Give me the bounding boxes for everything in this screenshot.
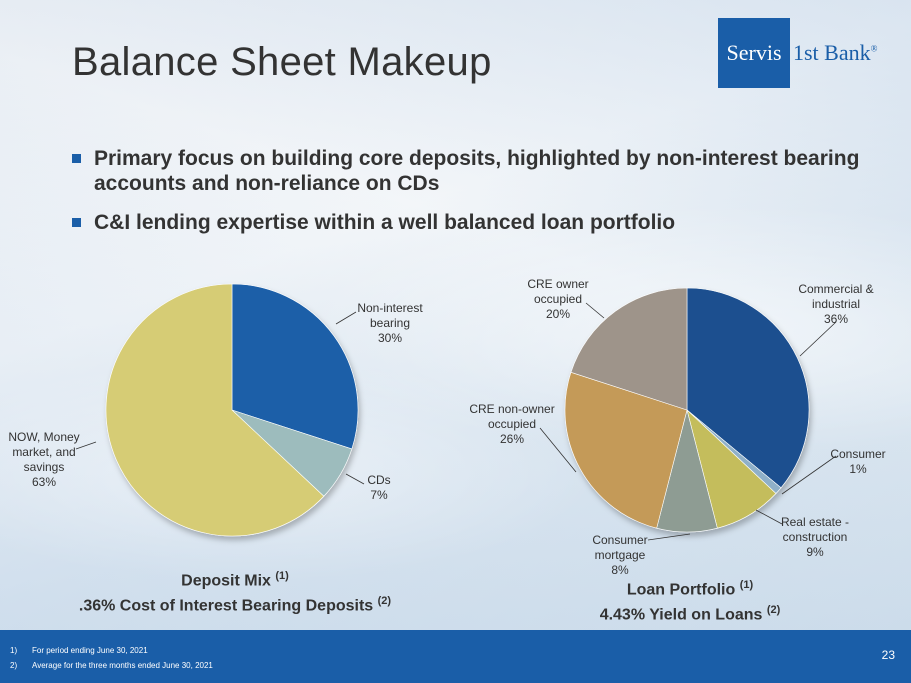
bullet-list: Primary focus on building core deposits,…	[72, 146, 862, 249]
logo-registered-mark: ®	[870, 43, 878, 54]
logo-box-text: Servis	[718, 18, 790, 88]
leader-line	[539, 427, 577, 473]
company-logo: Servis 1st Bank®	[718, 18, 890, 88]
slice-label-line: Non-interest	[357, 301, 423, 315]
slice-label: Consumer mortgage 8%	[592, 533, 647, 577]
loan-caption-title: Loan Portfolio	[626, 581, 736, 599]
logo-rest-text: 1st Bank	[793, 40, 871, 65]
slice-percent: 9%	[806, 545, 824, 559]
slice-label: Real estate -construction 9%	[781, 515, 849, 559]
pie-slice	[231, 283, 359, 450]
pie-slice	[564, 371, 688, 529]
slice-label-line: Commercial &	[798, 282, 873, 296]
footnote-ref: (1)	[739, 579, 754, 591]
loan-portfolio-caption: Loan Portfolio (1) 4.43% Yield on Loans …	[560, 575, 820, 626]
slice-percent: 7%	[370, 488, 388, 502]
slice-label-line: industrial	[812, 297, 860, 311]
footer-bar: 1) For period ending June 30, 2021 2) Av…	[0, 630, 911, 683]
pie-slice	[686, 287, 810, 489]
slice-label-line: CDs	[367, 473, 390, 487]
footnote-ref: (1)	[275, 570, 289, 582]
bullet-text: Primary focus on building core deposits,…	[94, 147, 860, 195]
leader-line	[335, 311, 357, 325]
slice-label: Consumer 1%	[830, 447, 885, 476]
slice-label: CRE owner occupied 20%	[527, 277, 588, 321]
slice-label-line: market, and	[12, 445, 75, 459]
slice-percent: 26%	[500, 432, 524, 446]
slice-label-line: Real estate -	[781, 515, 849, 529]
leader-line	[647, 533, 691, 541]
pie-slice	[105, 283, 325, 537]
slice-percent: 1%	[849, 462, 867, 476]
leader-line	[345, 473, 365, 485]
slice-label-line: mortgage	[595, 548, 646, 562]
footnote-number: 2)	[10, 661, 18, 670]
pie-slice	[570, 287, 688, 411]
slice-percent: 63%	[32, 475, 56, 489]
slice-label: CDs 7%	[367, 473, 390, 502]
bullet-item: Primary focus on building core deposits,…	[72, 146, 862, 196]
loan-caption-line2: 4.43% Yield on Loans (2)	[560, 600, 820, 625]
slice-label: Commercial & industrial 36%	[798, 282, 873, 326]
slice-label-line: CRE non-owner	[469, 402, 554, 416]
deposit-caption-line1: Deposit Mix (1)	[70, 566, 400, 591]
footnote-number: 1)	[10, 646, 18, 655]
footnote-ref: (2)	[766, 604, 781, 617]
slice-percent: 30%	[378, 331, 402, 345]
leader-line	[799, 321, 837, 357]
loan-caption-line1: Loan Portfolio (1)	[560, 575, 820, 600]
slice-label-line: savings	[24, 460, 65, 474]
slice-percent: 36%	[824, 312, 848, 326]
leader-line	[781, 455, 837, 495]
loan-portfolio-pie: Commercial & industrial 36%Consumer 1%Real …	[469, 277, 885, 577]
deposit-caption-subtitle: .36% Cost of Interest Bearing Deposits	[78, 597, 374, 615]
pie-slices	[105, 283, 359, 537]
leader-line	[585, 302, 605, 319]
logo-text: 1st Bank®	[790, 40, 877, 66]
slice-label-line: occupied	[488, 417, 536, 431]
slice-label-line: NOW, Money	[8, 430, 79, 444]
deposit-mix-caption: Deposit Mix (1) .36% Cost of Interest Be…	[70, 566, 400, 617]
pie-slices	[564, 287, 810, 533]
deposit-caption-line2: .36% Cost of Interest Bearing Deposits (…	[70, 591, 400, 616]
bullet-item: C&I lending expertise within a well bala…	[72, 210, 862, 235]
slice-label-line: construction	[783, 530, 848, 544]
bullet-square-icon	[72, 218, 81, 227]
slice-label-line: Consumer	[830, 447, 885, 461]
footnote-text: For period ending June 30, 2021	[32, 646, 148, 655]
bullet-text: C&I lending expertise within a well bala…	[94, 211, 676, 234]
slice-label: NOW, Money market, and savings 63%	[8, 430, 79, 489]
loan-caption-subtitle: 4.43% Yield on Loans	[599, 606, 763, 624]
slice-label: CRE non-owner occupied 26%	[469, 402, 554, 446]
slide-title: Balance Sheet Makeup	[72, 40, 492, 84]
deposit-mix-pie: Non-interest bearing 30% CDs 7% NOW, Money mar…	[8, 283, 423, 537]
slice-percent: 20%	[546, 307, 570, 321]
footnote-text: Average for the three months ended June …	[32, 661, 213, 670]
page-number: 23	[881, 648, 895, 662]
pie-charts: Non-interest bearing 30% CDs 7% NOW, Money mar…	[8, 277, 885, 577]
slice-label-line: occupied	[534, 292, 582, 306]
slice-label-line: Consumer	[592, 533, 647, 547]
bullet-square-icon	[72, 154, 81, 163]
deposit-caption-title: Deposit Mix	[181, 572, 271, 590]
slice-label-line: CRE owner	[527, 277, 588, 291]
slice-label-line: bearing	[370, 316, 410, 330]
footnote-ref: (2)	[377, 595, 392, 608]
leader-line	[755, 509, 783, 525]
slice-percent: 8%	[611, 563, 629, 577]
leader-line	[75, 441, 97, 450]
slice-label: Non-interest bearing 30%	[357, 301, 423, 345]
